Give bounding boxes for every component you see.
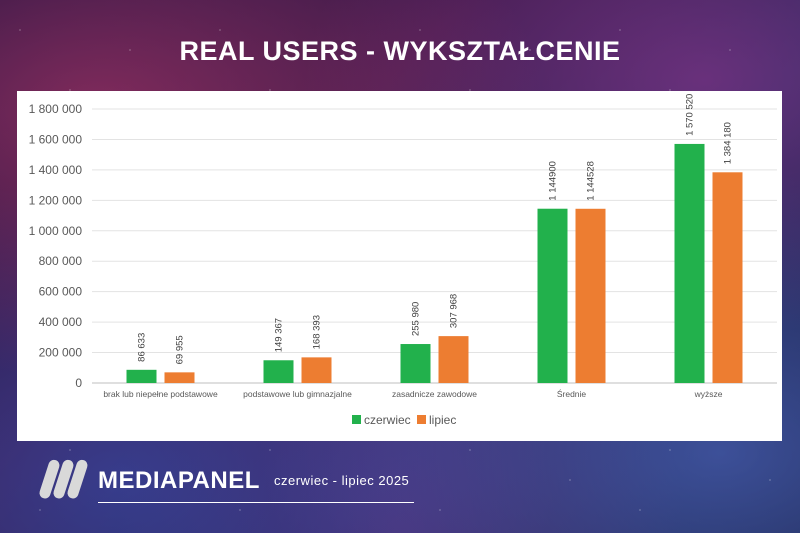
data-label: 1 570 520 (685, 94, 696, 136)
bar-czerwiec (674, 143, 705, 383)
bar-czerwiec (263, 360, 294, 383)
bar-czerwiec (126, 369, 157, 383)
y-tick-label: 200 000 (39, 346, 83, 360)
bar-chart: 0 200 000 400 000 600 000 800 000 1 000 000 1 … (29, 94, 777, 427)
mediapanel-logo (39, 459, 88, 499)
bar-czerwiec (400, 344, 431, 383)
x-tick-label: zasadnicze zawodowe (392, 389, 477, 399)
y-tick-label: 1 800 000 (29, 102, 83, 116)
data-label: 307 968 (449, 294, 460, 328)
chart-panel: 0 200 000 400 000 600 000 800 000 1 000 000 1 … (17, 91, 782, 441)
legend-swatch-lipiec (417, 415, 426, 424)
legend-label-lipiec: lipiec (429, 413, 456, 427)
data-label: 1 384 180 (723, 122, 734, 164)
x-tick-label: wyższe (694, 389, 723, 399)
bar-lipiec (438, 336, 469, 383)
bar-lipiec (301, 357, 332, 383)
brand-name: MEDIAPANEL (98, 467, 260, 494)
y-tick-label: 400 000 (39, 315, 83, 329)
footer-divider (98, 502, 414, 503)
x-tick-label: brak lub niepełne podstawowe (103, 389, 218, 399)
data-label: 168 393 (312, 315, 323, 349)
y-tick-label: 600 000 (39, 285, 83, 299)
legend-swatch-czerwiec (352, 415, 361, 424)
report-period: czerwiec - lipiec 2025 (274, 473, 410, 488)
page-title: REAL USERS - WYKSZTAŁCENIE (179, 36, 621, 66)
data-label: 1 144528 (586, 161, 597, 201)
data-label: 69 955 (175, 335, 186, 364)
footer: MEDIAPANEL czerwiec - lipiec 2025 (38, 457, 438, 507)
y-tick-label: 1 600 000 (29, 132, 83, 146)
y-tick-label: 1 000 000 (29, 224, 83, 238)
x-tick-label: podstawowe lub gimnazjalne (243, 389, 352, 399)
bar-czerwiec (537, 208, 568, 383)
data-label: 86 633 (137, 333, 148, 362)
y-tick-label: 1 200 000 (29, 193, 83, 207)
bar-lipiec (712, 172, 743, 383)
legend-label-czerwiec: czerwiec (364, 413, 411, 427)
data-label: 255 980 (411, 302, 422, 336)
y-tick-label: 800 000 (39, 254, 83, 268)
data-label: 149 367 (274, 318, 285, 352)
y-tick-label: 0 (75, 376, 82, 390)
x-tick-label: Średnie (557, 388, 587, 399)
y-tick-label: 1 400 000 (29, 163, 83, 177)
data-label: 1 144900 (548, 161, 559, 201)
bar-lipiec (575, 208, 606, 383)
bar-lipiec (164, 372, 195, 383)
